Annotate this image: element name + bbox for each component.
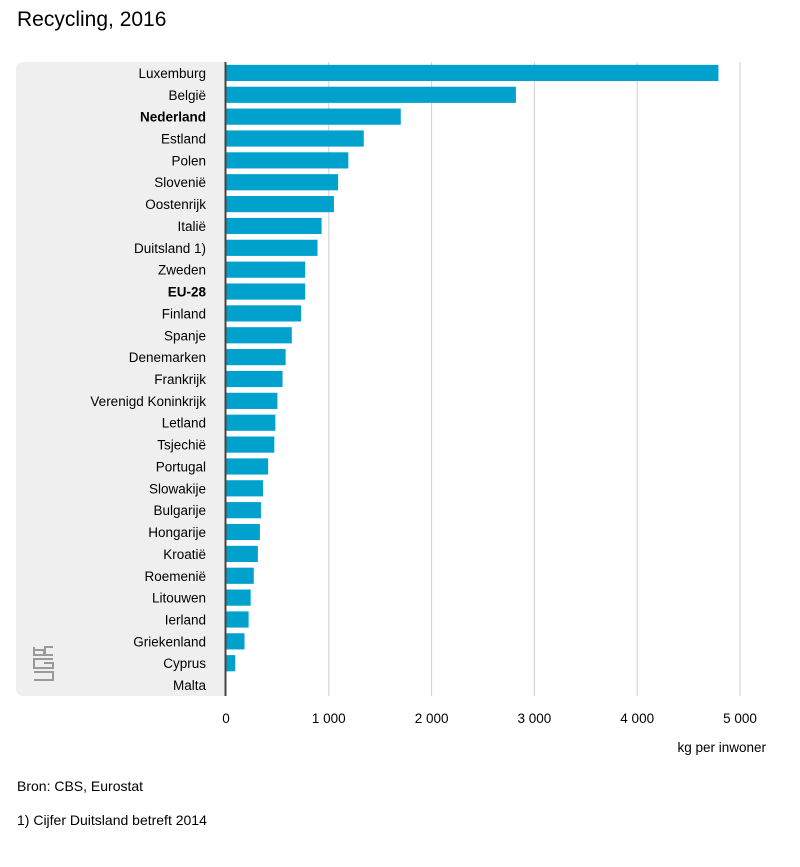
bar bbox=[226, 217, 322, 235]
bar bbox=[226, 436, 275, 453]
bar bbox=[226, 392, 278, 409]
category-label: Nederland bbox=[140, 110, 206, 125]
category-label: EU-28 bbox=[168, 285, 207, 300]
x-tick-label: 4 000 bbox=[620, 711, 654, 726]
bar bbox=[226, 261, 306, 278]
category-label: Slovenië bbox=[154, 175, 206, 190]
x-tick-label: 1 000 bbox=[312, 711, 346, 726]
bar bbox=[226, 370, 283, 388]
category-label: Bulgarije bbox=[153, 503, 206, 518]
bar bbox=[226, 174, 339, 191]
label-panel bbox=[16, 62, 226, 696]
category-label: Roemenië bbox=[144, 569, 206, 584]
category-label: Tsjechië bbox=[157, 438, 206, 453]
bar bbox=[226, 502, 261, 519]
bar bbox=[226, 655, 236, 672]
category-label: Portugal bbox=[156, 459, 206, 474]
chart-title: Recycling, 2016 bbox=[17, 8, 167, 31]
bar bbox=[226, 86, 516, 103]
category-labels: Luxemburg België Nederland Estland Polen Slov… bbox=[90, 66, 206, 693]
category-label: Letland bbox=[162, 416, 206, 431]
bar bbox=[226, 611, 249, 628]
category-label: Frankrijk bbox=[154, 372, 206, 387]
cbs-logo bbox=[33, 646, 54, 681]
footnote: 1) Cijfer Duitsland betreft 2014 bbox=[17, 812, 207, 828]
category-label: Denemarken bbox=[129, 350, 206, 365]
category-label: Spanje bbox=[164, 328, 206, 343]
x-axis-unit: kg per inwoner bbox=[677, 740, 766, 755]
bar bbox=[226, 108, 401, 125]
category-label: Italië bbox=[177, 219, 206, 234]
bar bbox=[226, 349, 286, 366]
category-label: Oostenrijk bbox=[145, 197, 206, 212]
bar-chart: Luxemburg België Nederland Estland Polen Slov… bbox=[16, 62, 766, 755]
x-axis-ticks: 0 1 000 2 000 3 000 4 000 5 000 bbox=[222, 711, 757, 726]
x-tick-label: 3 000 bbox=[518, 711, 552, 726]
category-label: Duitsland 1) bbox=[134, 241, 206, 256]
category-label: Finland bbox=[162, 306, 206, 321]
bar bbox=[226, 458, 269, 475]
bar bbox=[226, 633, 245, 650]
bar bbox=[226, 64, 719, 82]
gridlines bbox=[328, 62, 741, 696]
category-label: Verenigd Koninkrijk bbox=[90, 394, 206, 409]
bar bbox=[226, 152, 349, 169]
bar bbox=[226, 589, 251, 606]
bar bbox=[226, 523, 260, 541]
bar bbox=[226, 305, 302, 322]
category-label: Polen bbox=[171, 153, 206, 168]
bar bbox=[226, 480, 264, 497]
category-label: Hongarije bbox=[148, 525, 206, 540]
category-label: Kroatië bbox=[163, 547, 206, 562]
bars bbox=[226, 64, 719, 672]
category-label: Luxemburg bbox=[138, 66, 206, 81]
category-label: Estland bbox=[161, 132, 206, 147]
x-tick-label: 0 bbox=[222, 711, 230, 726]
category-label: Cyprus bbox=[163, 656, 206, 671]
bar bbox=[226, 130, 364, 147]
category-label: België bbox=[168, 88, 206, 103]
bar bbox=[226, 239, 318, 256]
bar bbox=[226, 196, 334, 213]
bar bbox=[226, 283, 306, 300]
category-label: Slowakije bbox=[149, 481, 206, 496]
bar bbox=[226, 545, 258, 562]
x-tick-label: 2 000 bbox=[415, 711, 449, 726]
bar bbox=[226, 327, 292, 344]
category-label: Ierland bbox=[165, 612, 206, 627]
category-label: Griekenland bbox=[133, 634, 206, 649]
bar bbox=[226, 567, 254, 584]
category-label: Zweden bbox=[158, 263, 206, 278]
x-tick-label: 5 000 bbox=[723, 711, 757, 726]
source-note: Bron: CBS, Eurostat bbox=[17, 778, 144, 794]
category-label: Litouwen bbox=[152, 591, 206, 606]
category-label: Malta bbox=[173, 678, 207, 693]
bar bbox=[226, 414, 276, 431]
